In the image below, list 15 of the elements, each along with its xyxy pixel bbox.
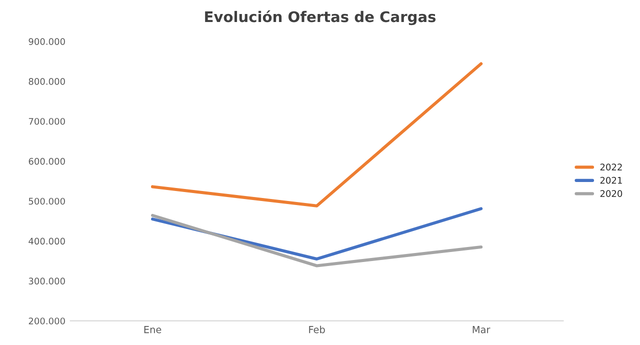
legend-label: 2022	[600, 164, 622, 170]
y-tick-label: 500.000	[28, 198, 65, 205]
y-tick-label: 600.000	[28, 158, 65, 165]
x-tick-label: Mar	[472, 326, 490, 334]
y-tick-label: 800.000	[28, 78, 65, 85]
x-tick-label: Feb	[309, 326, 325, 334]
x-tick-label: Ene	[144, 326, 162, 334]
legend-label: 2021	[600, 176, 622, 184]
y-tick-label: 900.000	[28, 38, 65, 45]
y-tick-label: 400.000	[28, 238, 65, 245]
y-tick-label: 200.000	[28, 318, 65, 324]
y-tick-label: 300.000	[28, 278, 65, 284]
y-tick-label: 700.000	[28, 118, 65, 125]
chart-title: Evolución Ofertas de Cargas	[205, 10, 436, 26]
legend-label: 2020	[600, 190, 622, 197]
